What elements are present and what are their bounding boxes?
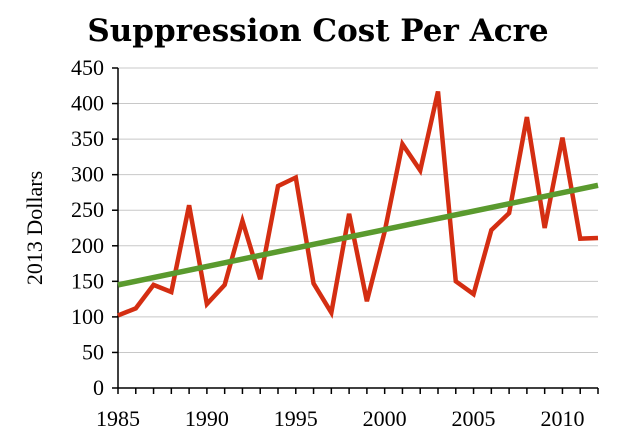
chart-title: Suppression Cost Per Acre — [87, 13, 548, 49]
cost-series-line — [117, 90, 599, 319]
y-tick-label: 250 — [71, 197, 104, 222]
y-tick-label: 0 — [93, 375, 104, 400]
x-tick-label: 2010 — [540, 406, 584, 431]
y-tick-label: 350 — [71, 126, 104, 151]
y-tick-label: 300 — [71, 162, 104, 187]
x-tick-label: 1995 — [274, 406, 318, 431]
y-tick-labels: 0 50 100 150 200 250 300 350 400 450 — [71, 55, 104, 400]
x-tick-labels: 1985 1990 1995 2000 2005 2010 — [96, 406, 584, 431]
y-tick-label: 50 — [82, 339, 104, 364]
y-axis-label: 2013 Dollars — [22, 171, 47, 285]
y-tick-label: 200 — [71, 233, 104, 258]
axes — [112, 67, 599, 394]
y-tick-label: 150 — [71, 268, 104, 293]
y-tick-label: 450 — [71, 55, 104, 80]
y-tick-label: 100 — [71, 304, 104, 329]
x-tick-label: 2005 — [452, 406, 496, 431]
x-tick-label: 2000 — [363, 406, 407, 431]
x-tick-label: 1985 — [96, 406, 140, 431]
x-tick-label: 1990 — [185, 406, 229, 431]
trend-line — [117, 182, 599, 288]
y-tick-label: 400 — [71, 91, 104, 116]
data-series — [117, 90, 599, 319]
